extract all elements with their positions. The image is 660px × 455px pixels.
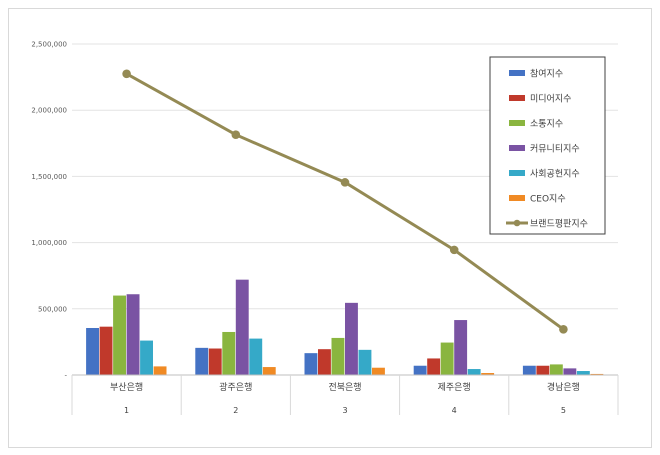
line-series — [122, 69, 568, 334]
y-axis-ticks: - 500,000 1,000,000 1,500,000 2,000,000 2,500… — [31, 41, 67, 380]
y-tick-label: 1,000,000 — [31, 239, 67, 247]
bar — [140, 340, 153, 375]
bar — [345, 302, 358, 375]
line-point — [231, 130, 241, 139]
bar — [372, 367, 385, 375]
x-group-label: 1 — [124, 406, 129, 415]
bar — [536, 365, 550, 375]
legend-label: 사회공헌지수 — [530, 168, 580, 179]
x-tick-label: 제주은행 — [438, 381, 471, 393]
legend-label: CEO지수 — [530, 193, 566, 204]
legend-label: 커뮤니티지수 — [530, 143, 580, 154]
bar — [99, 326, 113, 375]
bar — [590, 373, 604, 375]
bar — [195, 347, 209, 375]
legend-swatch-marker — [513, 219, 521, 227]
bar — [262, 367, 276, 375]
bar — [153, 366, 167, 375]
bar — [467, 369, 481, 375]
bar — [454, 320, 468, 375]
x-axis: 부산은행 1 광주은행 2 전북은행 3 제주은행 4 경남은행 5 — [71, 374, 619, 415]
legend-swatch — [509, 70, 525, 76]
x-group-label: 3 — [342, 406, 347, 415]
bar — [331, 337, 345, 375]
legend-label: 소통지수 — [530, 118, 563, 129]
bar — [222, 331, 236, 375]
bar — [235, 279, 249, 375]
legend-swatch — [509, 170, 525, 176]
bar — [481, 373, 495, 375]
x-group-label: 5 — [561, 406, 566, 415]
bar — [304, 353, 318, 375]
line-point — [122, 69, 131, 79]
legend-swatch — [509, 120, 525, 126]
bar — [522, 365, 536, 375]
bar — [113, 295, 126, 375]
y-tick-label: - — [64, 372, 67, 380]
bar — [427, 358, 441, 375]
legend-swatch — [509, 195, 525, 201]
line-point — [340, 178, 350, 187]
y-tick-label: 2,500,000 — [31, 41, 67, 49]
bar — [440, 342, 454, 375]
line-point — [559, 325, 568, 334]
line-point — [449, 245, 459, 255]
bar — [413, 365, 427, 375]
y-tick-label: 500,000 — [38, 305, 67, 313]
y-tick-label: 2,000,000 — [31, 107, 67, 115]
legend-label: 미디어지수 — [530, 93, 571, 104]
bar — [563, 368, 577, 375]
legend-swatch — [509, 145, 525, 151]
bar — [549, 364, 563, 375]
x-tick-label: 광주은행 — [219, 381, 252, 393]
y-tick-label: 1,500,000 — [31, 173, 67, 181]
bar — [576, 371, 590, 375]
bar — [86, 327, 99, 375]
bar — [249, 338, 263, 375]
x-tick-label: 경남은행 — [547, 381, 580, 393]
x-tick-label: 전북은행 — [328, 381, 361, 393]
legend-label: 참여지수 — [530, 67, 563, 79]
legend-label: 브랜드평판지수 — [530, 218, 588, 229]
legend-swatch — [509, 95, 525, 101]
x-group-label: 2 — [233, 406, 238, 415]
x-group-label: 4 — [452, 406, 457, 415]
bar — [358, 349, 372, 375]
bars — [86, 279, 604, 375]
legend-box — [489, 56, 606, 235]
bar — [126, 294, 140, 375]
x-tick-label: 부산은행 — [110, 381, 143, 393]
bar — [318, 349, 331, 375]
bar — [208, 348, 222, 375]
